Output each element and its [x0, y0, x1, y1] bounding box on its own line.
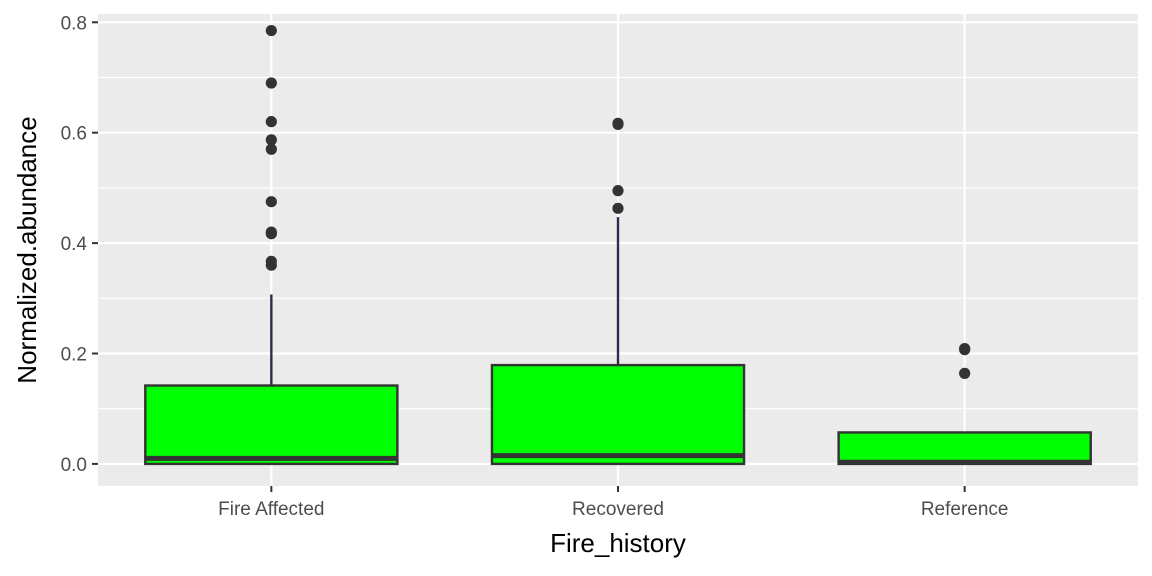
boxes-layer [144, 24, 1092, 466]
outlier-point [265, 228, 277, 240]
outlier-point [612, 185, 624, 197]
y-tick-label: 0.0 [61, 455, 87, 476]
box-group [837, 342, 1092, 466]
x-axis: Fire Affected Recovered Reference [218, 486, 1009, 520]
x-tick-label: Reference [921, 499, 1009, 520]
y-tick-label: 0.4 [61, 234, 88, 255]
outlier-point [265, 196, 277, 208]
outlier-point [265, 116, 277, 128]
outlier-point [612, 202, 624, 214]
y-tick-label: 0.8 [61, 13, 87, 34]
box-iqr [837, 431, 1092, 466]
outlier-point [959, 344, 971, 356]
box-group [144, 24, 399, 466]
box-iqr [490, 363, 746, 466]
box-iqr [144, 384, 399, 466]
y-tick-label: 0.2 [61, 345, 87, 366]
outlier-point [265, 24, 277, 37]
outlier-point [265, 134, 277, 146]
y-axis-title: Normalized.abundance [12, 116, 42, 383]
y-axis: 0.0 0.2 0.4 0.6 0.8 [61, 13, 98, 476]
x-tick-label: Fire Affected [218, 499, 324, 520]
outlier-point [265, 143, 277, 155]
outlier-point [265, 77, 277, 89]
x-axis-title: Fire_history [550, 528, 686, 558]
outlier-point [612, 118, 624, 131]
y-tick-label: 0.6 [61, 124, 87, 145]
x-tick-label: Recovered [572, 499, 664, 520]
outlier-point [959, 367, 971, 379]
box-group [490, 117, 746, 466]
outlier-point [265, 259, 277, 271]
